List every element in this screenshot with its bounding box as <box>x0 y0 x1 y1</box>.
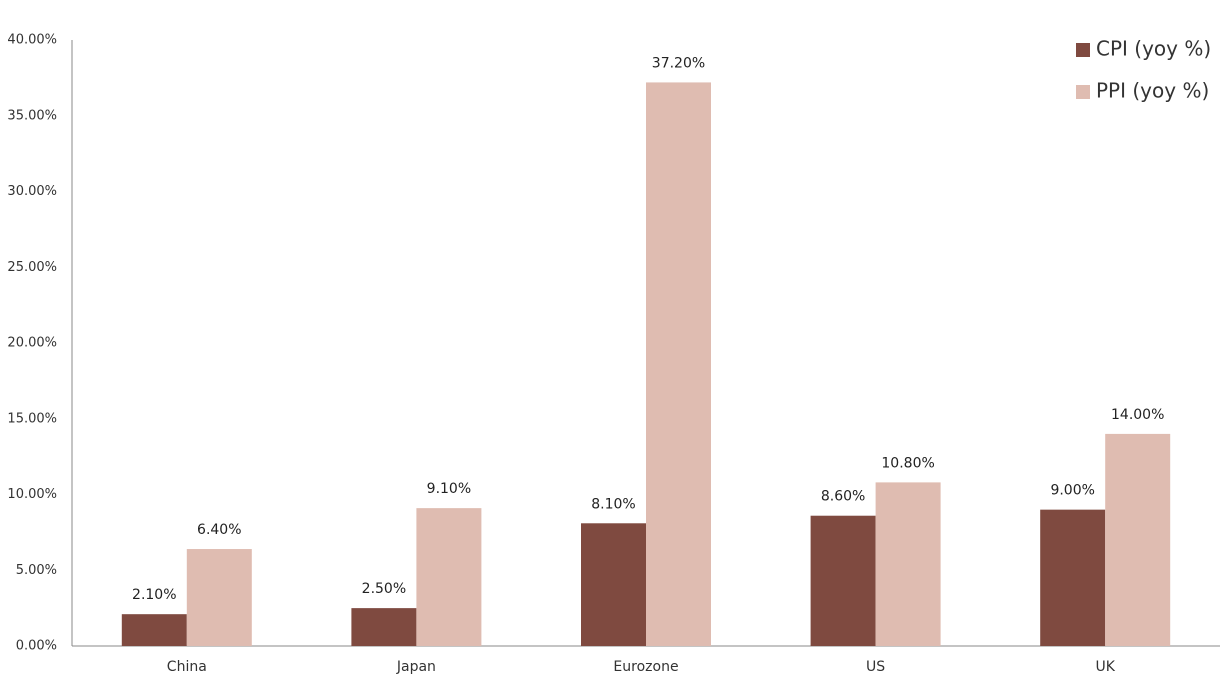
x-tick-label: US <box>866 659 885 675</box>
data-label: 9.00% <box>1050 483 1094 499</box>
bar <box>581 523 646 646</box>
data-label: 6.40% <box>197 522 241 538</box>
data-label: 8.10% <box>591 496 635 512</box>
bar <box>416 508 482 646</box>
data-label: 9.10% <box>427 481 471 497</box>
bar <box>186 549 252 646</box>
bar <box>810 515 876 646</box>
bar <box>121 614 187 646</box>
data-label: 10.80% <box>881 455 934 471</box>
x-tick-label: Japan <box>396 659 436 675</box>
data-label: 14.00% <box>1111 407 1164 423</box>
bar <box>351 608 417 646</box>
legend-label: PPI (yoy %) <box>1096 79 1209 103</box>
legend-label: CPI (yoy %) <box>1096 37 1211 61</box>
y-tick-label: 30.00% <box>7 184 57 199</box>
x-tick-label: China <box>167 659 207 675</box>
x-tick-label: Eurozone <box>613 659 678 675</box>
y-tick-label: 10.00% <box>7 487 57 502</box>
legend-swatch <box>1076 43 1090 57</box>
data-label: 37.20% <box>652 55 705 71</box>
y-tick-label: 25.00% <box>7 260 57 275</box>
bar <box>875 482 941 646</box>
x-tick-label: UK <box>1095 659 1115 675</box>
y-tick-label: 15.00% <box>7 411 57 426</box>
bar <box>1040 509 1106 646</box>
y-tick-label: 5.00% <box>16 563 57 578</box>
legend-swatch <box>1076 85 1090 99</box>
data-label: 2.10% <box>132 587 176 603</box>
bar <box>646 82 711 647</box>
y-tick-label: 35.00% <box>7 108 57 123</box>
data-label: 8.60% <box>821 489 865 505</box>
data-label: 2.50% <box>362 581 406 597</box>
bar <box>1105 433 1171 646</box>
y-tick-label: 20.00% <box>7 336 57 351</box>
y-tick-label: 40.00% <box>7 33 57 48</box>
y-tick-label: 0.00% <box>16 639 57 654</box>
